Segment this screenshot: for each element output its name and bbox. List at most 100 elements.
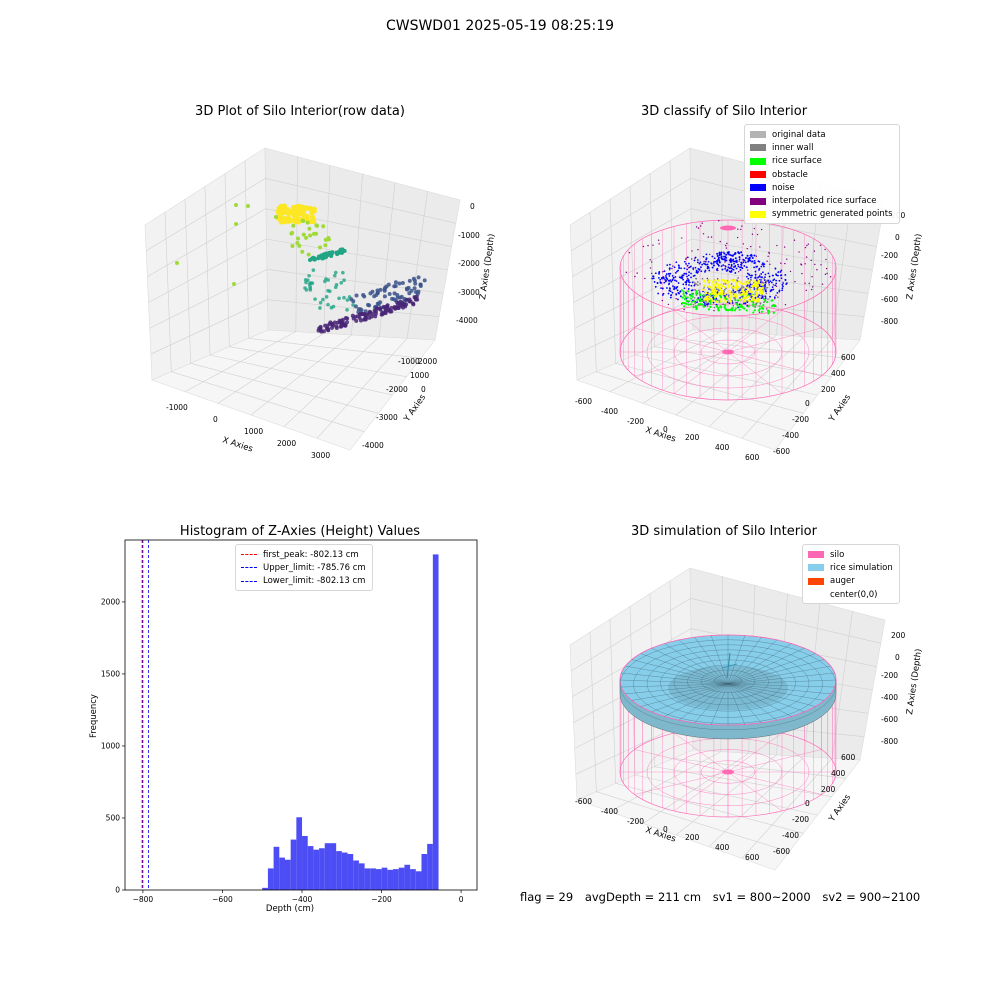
symmetric-point — [711, 299, 714, 303]
interpolated-point — [804, 246, 807, 249]
symmetric-point — [761, 286, 765, 290]
noise-point — [674, 279, 676, 282]
rice-surface-point — [741, 306, 744, 309]
wall-point — [706, 305, 709, 308]
noise-point — [683, 272, 686, 275]
noise-point — [676, 289, 679, 292]
noise-point — [658, 273, 660, 275]
data-point — [306, 252, 311, 257]
symmetric-point — [728, 297, 731, 300]
noise-point — [700, 270, 703, 273]
panel-4-title: 3D simulation of Silo Interior — [631, 524, 817, 539]
wall-point — [722, 282, 725, 285]
noise-point — [679, 295, 682, 298]
interpolated-point — [751, 233, 754, 235]
raw-z-tick: -3000 — [458, 288, 480, 297]
raw-y-tick: -3000 — [376, 413, 398, 422]
data-point — [323, 323, 328, 328]
data-point — [333, 285, 338, 290]
rice-surface-point — [683, 302, 686, 305]
noise-point — [677, 264, 680, 267]
legend-item: rice simulation — [808, 561, 893, 574]
noise-point — [696, 301, 698, 304]
rice-surface-point — [685, 302, 688, 306]
rice-surface-point — [758, 305, 761, 308]
rice-mesh-spoke — [625, 683, 729, 695]
data-point — [234, 203, 238, 207]
interpolated-point — [683, 308, 685, 311]
data-point — [323, 243, 328, 248]
rice-mesh-spoke — [727, 653, 816, 685]
noise-point — [769, 280, 772, 283]
interpolated-point — [691, 250, 693, 252]
rice-surface-point — [698, 298, 701, 301]
noise-point — [771, 286, 774, 289]
noise-point — [739, 297, 741, 299]
noise-point — [724, 265, 727, 268]
wall-point — [695, 277, 698, 280]
noise-point — [732, 266, 735, 268]
x-tick-label: −200 — [371, 895, 392, 904]
noise-point — [682, 274, 685, 277]
noise-point — [733, 253, 736, 256]
rice-surface-point — [739, 305, 742, 308]
symmetric-point — [751, 294, 755, 297]
rice-surface-point — [683, 305, 686, 308]
rice-surface-point — [689, 303, 693, 306]
interpolated-point — [700, 225, 702, 227]
data-point — [396, 305, 401, 310]
interpolated-point — [760, 228, 763, 231]
histogram-bar — [375, 869, 382, 890]
interpolated-point — [741, 225, 743, 227]
interpolated-point — [759, 274, 761, 277]
noise-point — [697, 259, 699, 261]
interpolated-point — [713, 309, 715, 312]
classify-3d-plot: -600 -400 -200 0 200 400 600 -600 -400 -… — [569, 147, 924, 462]
rice-surface-point — [695, 290, 698, 294]
wall-point — [741, 285, 743, 287]
wall-point — [694, 282, 696, 285]
noise-point — [753, 259, 756, 262]
silo-base-spoke — [634, 749, 729, 773]
legend-item: original data — [750, 128, 893, 141]
noise-point — [740, 251, 743, 254]
rice-surface-point — [695, 292, 698, 295]
rice-mesh-spoke — [619, 679, 729, 685]
data-point — [383, 309, 388, 314]
symmetric-point — [751, 296, 755, 300]
rice-surface-point — [682, 290, 685, 293]
wall-point — [723, 288, 726, 291]
cls-x-tick: 200 — [685, 433, 700, 442]
data-point — [387, 292, 392, 297]
data-point — [382, 287, 387, 292]
rice-surface-point — [715, 305, 718, 308]
noise-point — [666, 287, 668, 289]
noise-point — [711, 266, 714, 269]
noise-point — [731, 268, 734, 270]
noise-point — [657, 292, 660, 295]
symmetric-point — [724, 292, 727, 295]
data-point — [351, 299, 356, 304]
noise-point — [726, 268, 729, 271]
noise-point — [770, 288, 773, 291]
interpolated-point — [652, 244, 654, 246]
interpolated-point — [805, 289, 807, 292]
data-point — [400, 281, 405, 286]
noise-point — [730, 263, 733, 266]
data-point — [308, 286, 312, 290]
interpolated-point — [755, 255, 758, 257]
noise-point — [771, 274, 774, 277]
raw-x-tick: 2000 — [277, 439, 296, 448]
data-point — [331, 323, 336, 328]
cls-y-tick: 400 — [831, 369, 846, 378]
noise-point — [686, 264, 689, 267]
data-point — [382, 305, 387, 310]
data-point — [309, 214, 316, 220]
rice-surface-point — [681, 296, 684, 299]
data-point — [404, 302, 409, 307]
symmetric-point — [756, 284, 759, 287]
interpolated-point — [825, 267, 828, 270]
data-point — [341, 321, 346, 326]
rice-mesh-spoke — [727, 679, 837, 685]
sim-z-tick: -800 — [881, 737, 898, 746]
